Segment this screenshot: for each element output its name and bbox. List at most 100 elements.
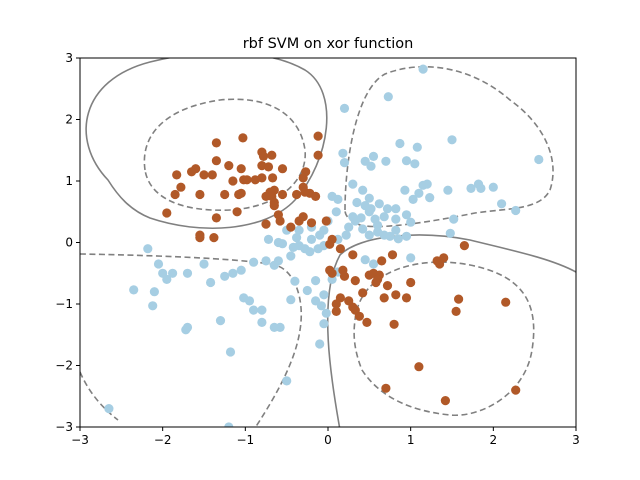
scatter-point-brown — [451, 306, 461, 316]
margin-lower-right — [353, 261, 535, 417]
scatter-point-light-blue — [445, 228, 455, 238]
scatter-point-light-blue — [199, 259, 209, 269]
scatter-point-brown — [232, 207, 242, 217]
scatter-point-light-blue — [319, 290, 329, 300]
scatter-point-brown — [321, 216, 331, 226]
scatter-point-light-blue — [319, 319, 329, 329]
scatter-point-light-blue — [443, 185, 453, 195]
scatter-point-brown — [414, 362, 424, 372]
scatter-point-brown — [358, 288, 368, 298]
scatter-point-brown — [511, 385, 521, 395]
scatter-point-brown — [211, 213, 221, 223]
scatter-point-brown — [224, 161, 234, 171]
scatter-point-brown — [228, 176, 238, 186]
scatter-point-light-blue — [215, 316, 226, 326]
scatter-point-light-blue — [497, 199, 507, 209]
scatter-point-brown — [331, 299, 341, 309]
scatter-point-brown — [195, 189, 205, 200]
y-tick-label: −1 — [55, 297, 73, 311]
scatter-point-light-blue — [305, 247, 315, 257]
scatter-point-brown — [440, 396, 450, 406]
y-tick-label: −3 — [55, 420, 73, 434]
scatter-point-brown — [220, 189, 230, 200]
scatter-point-light-blue — [282, 376, 292, 386]
scatter-point-brown — [339, 271, 350, 281]
scatter-point-light-blue — [352, 197, 362, 208]
scatter-point-brown — [377, 256, 387, 266]
scatter-point-brown — [406, 277, 416, 288]
scatter-point-brown — [311, 191, 321, 201]
scatter-point-light-blue — [449, 214, 459, 224]
scatter-point-brown — [298, 212, 308, 222]
scatter-point-light-blue — [511, 205, 521, 216]
scatter-point-brown — [435, 259, 445, 269]
scatter-point-light-blue — [383, 92, 393, 102]
scatter-point-light-blue — [162, 274, 172, 284]
scatter-point-light-blue — [414, 188, 424, 198]
scatter-point-light-blue — [401, 156, 412, 166]
scatter-point-brown — [379, 293, 389, 303]
margin-upper-right — [344, 65, 554, 228]
scatter-point-brown — [354, 311, 364, 321]
scatter-point-light-blue — [257, 305, 267, 315]
scatter-point-light-blue — [294, 225, 304, 235]
scatter-point-brown — [306, 218, 317, 228]
scatter-point-brown — [207, 170, 217, 180]
scatter-point-brown — [348, 250, 358, 260]
scatter-point-light-blue — [249, 257, 259, 267]
scatter-point-light-blue — [292, 233, 302, 243]
scatter-point-brown — [331, 306, 341, 316]
scatter-point-light-blue — [143, 244, 153, 254]
scatter-point-light-blue — [316, 301, 326, 311]
scatter-point-light-blue — [368, 151, 379, 161]
y-tick-label: 1 — [65, 174, 73, 188]
scatter-point-brown — [313, 131, 323, 141]
scatter-point-light-blue — [401, 210, 412, 220]
scatter-point-brown — [261, 219, 271, 229]
scatter-point-light-blue — [306, 234, 317, 244]
scatter-point-light-blue — [286, 295, 296, 305]
scatter-point-light-blue — [379, 212, 389, 222]
decision-boundary-upper-left — [85, 58, 328, 230]
margin-lower-left — [80, 253, 303, 427]
scatter-point-brown — [300, 187, 310, 197]
scatter-point-light-blue — [364, 207, 374, 217]
scatter-point-light-blue — [249, 305, 259, 315]
scatter-point-light-blue — [358, 185, 368, 195]
scatter-point-brown — [350, 276, 360, 286]
scatter-point-brown — [267, 150, 277, 160]
scatter-point-light-blue — [236, 265, 246, 275]
margin-upper-left — [143, 98, 306, 211]
scatter-point-brown — [301, 167, 311, 177]
scatter-point-light-blue — [447, 135, 457, 145]
x-tick-label: 0 — [324, 433, 332, 447]
scatter-point-light-blue — [341, 230, 351, 240]
scatter-point-light-blue — [401, 231, 412, 241]
scatter-point-light-blue — [385, 231, 395, 241]
axes: −3 −2 −1 0 1 2 3 −3 −2 −1 0 1 2 3 — [55, 51, 580, 447]
scatter-point-light-blue — [381, 156, 391, 166]
plot-area — [80, 58, 576, 427]
scatter-point-brown — [277, 189, 288, 200]
scatter-point-light-blue — [269, 260, 279, 270]
scatter-point-brown — [268, 173, 278, 183]
scatter-point-light-blue — [286, 251, 296, 261]
scatter-point-brown — [382, 281, 393, 291]
scatter-point-brown — [187, 167, 197, 177]
scatter-point-light-blue — [182, 268, 193, 278]
scatter-point-brown — [362, 317, 372, 327]
scatter-point-brown — [313, 150, 323, 160]
scatter-point-light-blue — [366, 161, 376, 171]
scatter-point-brown — [172, 170, 182, 180]
scatter-point-brown — [292, 189, 302, 200]
scatter-point-brown — [236, 164, 246, 174]
scatter-point-light-blue — [364, 230, 374, 240]
scatter-point-brown — [250, 175, 260, 185]
scatter-point-light-blue — [331, 207, 341, 217]
scatter-point-brown — [401, 293, 412, 303]
scatter-point-brown — [344, 296, 354, 306]
scatter-point-light-blue — [273, 237, 283, 248]
scatter-point-light-blue — [534, 154, 544, 165]
scatter-point-light-blue — [476, 183, 486, 193]
